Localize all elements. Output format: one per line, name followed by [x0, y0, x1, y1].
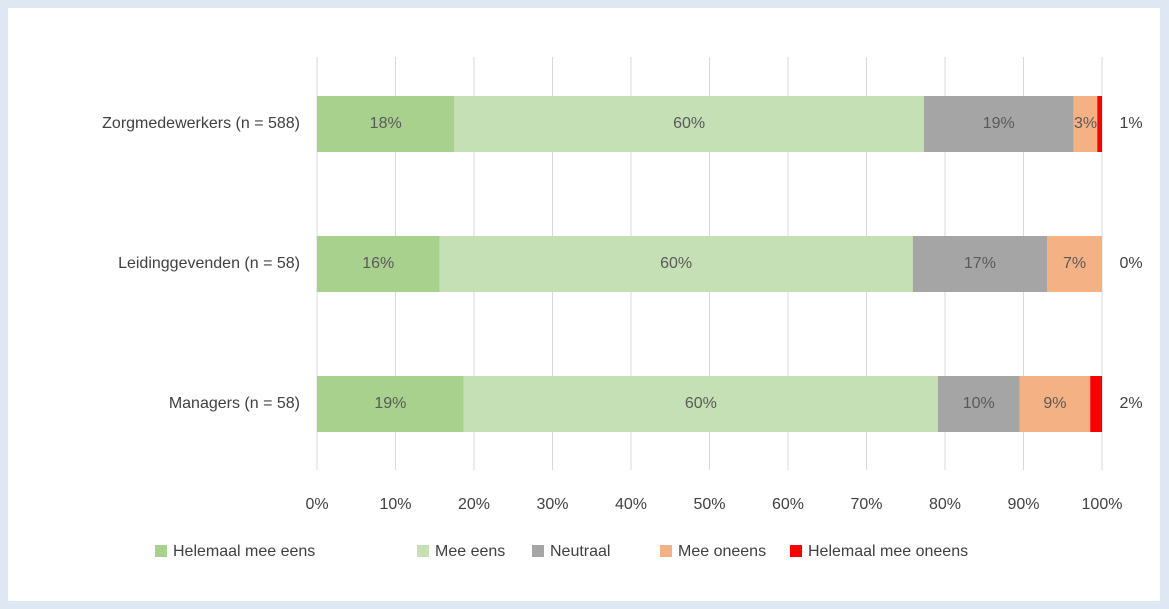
legend-swatch [417, 545, 429, 557]
data-label: 3% [1074, 115, 1097, 132]
bar-segment [317, 376, 464, 432]
legend-label: Helemaal mee eens [173, 543, 315, 560]
data-label: 9% [1043, 395, 1066, 412]
data-label: 1% [1119, 115, 1142, 132]
legend-label: Mee eens [435, 543, 505, 560]
x-tick-label: 60% [772, 496, 804, 513]
data-label: 10% [963, 395, 995, 412]
bar-segment [1073, 96, 1098, 152]
data-label: 19% [983, 115, 1015, 132]
data-label: 2% [1119, 395, 1142, 412]
x-tick-label: 10% [379, 496, 411, 513]
data-label: 60% [673, 115, 705, 132]
bar-segment [439, 236, 913, 292]
x-tick-label: 80% [929, 496, 961, 513]
y-tick-label: Leidinggevenden (n = 58) [118, 255, 300, 272]
data-label: 17% [964, 255, 996, 272]
y-tick-label: Zorgmedewerkers (n = 588) [102, 115, 300, 132]
bar-segment [937, 376, 1020, 432]
bar-segment [1097, 96, 1102, 152]
legend-label: Helemaal mee oneens [808, 543, 968, 560]
bar-segment [923, 96, 1074, 152]
x-tick-label: 90% [1007, 496, 1039, 513]
data-label: 18% [370, 115, 402, 132]
bar-segment [317, 236, 440, 292]
legend-label: Mee oneens [678, 543, 766, 560]
bar-segment [463, 376, 938, 432]
bar-segment [317, 96, 455, 152]
x-tick-label: 40% [615, 496, 647, 513]
x-tick-label: 20% [458, 496, 490, 513]
legend-swatch [532, 545, 544, 557]
data-label: 0% [1119, 255, 1142, 272]
x-tick-label: 70% [850, 496, 882, 513]
bar-segment [1019, 376, 1091, 432]
bar-segment [912, 236, 1048, 292]
y-tick-label: Managers (n = 58) [169, 395, 300, 412]
data-label: 7% [1063, 255, 1086, 272]
data-label: 60% [660, 255, 692, 272]
legend-swatch [660, 545, 672, 557]
x-tick-label: 50% [693, 496, 725, 513]
bar-segment [1047, 236, 1102, 292]
data-label: 60% [685, 395, 717, 412]
x-tick-label: 0% [305, 496, 328, 513]
bar-segment [454, 96, 924, 152]
legend-swatch [155, 545, 167, 557]
data-label: 19% [374, 395, 406, 412]
data-label: 16% [362, 255, 394, 272]
bar-segment [1090, 376, 1102, 432]
legend-label: Neutraal [550, 543, 610, 560]
x-tick-label: 100% [1082, 496, 1123, 513]
x-tick-label: 30% [536, 496, 568, 513]
legend-swatch [790, 545, 802, 557]
